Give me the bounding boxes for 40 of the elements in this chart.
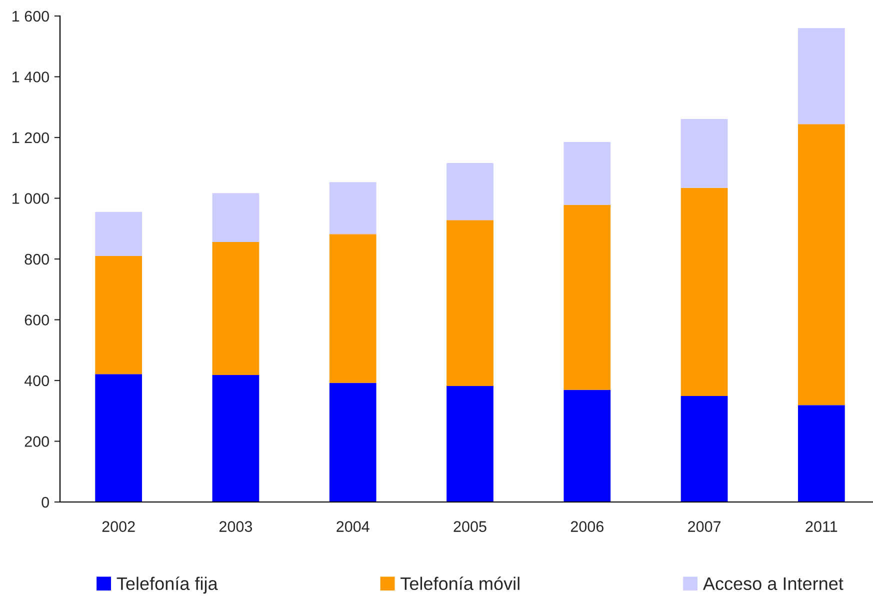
bar xyxy=(95,256,142,374)
bar xyxy=(680,188,728,396)
bar xyxy=(680,118,728,188)
bar xyxy=(212,242,260,376)
y-tick-label: 800 xyxy=(24,254,49,265)
y-tick-label: 600 xyxy=(24,314,49,326)
bar xyxy=(95,374,142,502)
x-tick-label: 2002 xyxy=(102,521,135,532)
bar xyxy=(446,220,494,386)
y-tick-label: 1 200 xyxy=(12,132,49,144)
x-tick-label: 2011 xyxy=(806,521,838,532)
bar xyxy=(564,390,611,502)
legend-label: Telefonía fija xyxy=(116,576,218,594)
y-tick-label: 200 xyxy=(24,436,49,447)
bar xyxy=(680,396,728,502)
bar xyxy=(329,234,376,383)
y-tick-label: 0 xyxy=(42,496,49,508)
x-tick-label: 2006 xyxy=(570,521,604,532)
bar xyxy=(798,28,845,124)
legend-label: Acceso a Internet xyxy=(702,577,844,590)
bar xyxy=(95,212,142,256)
bar xyxy=(798,405,845,502)
bar xyxy=(212,193,260,242)
y-tick-label: 1 000 xyxy=(12,193,49,204)
x-tick-label: 2005 xyxy=(454,521,486,532)
x-tick-label: 2004 xyxy=(336,521,370,532)
y-tick-label: 1 600 xyxy=(12,10,49,22)
bar xyxy=(446,386,494,502)
legend-label: Telefonía móvil xyxy=(400,576,520,590)
y-tick-label: 1 400 xyxy=(12,72,49,82)
bar xyxy=(798,124,845,406)
bar xyxy=(212,375,260,502)
x-tick-label: 2007 xyxy=(688,521,721,532)
bar xyxy=(329,182,376,234)
bar xyxy=(564,204,611,390)
bar xyxy=(329,382,376,502)
bar xyxy=(446,163,494,220)
y-tick-label: 400 xyxy=(24,375,49,386)
x-tick-label: 2003 xyxy=(219,521,252,532)
bar xyxy=(564,142,611,205)
